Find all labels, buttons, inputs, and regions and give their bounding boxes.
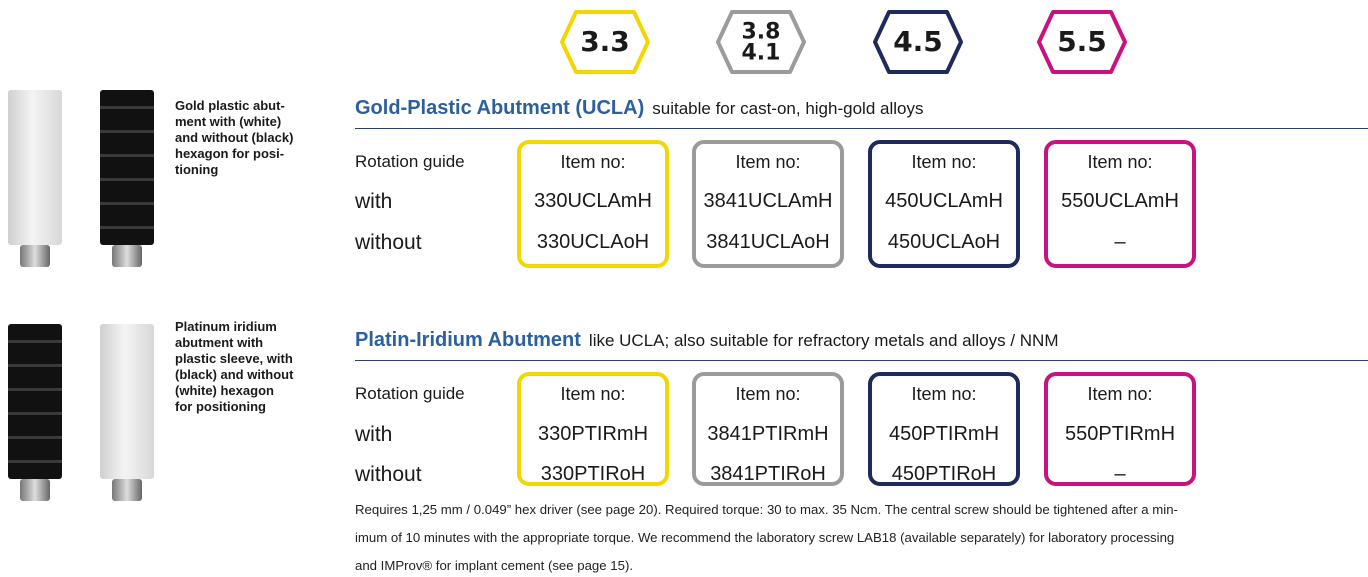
product-image-base [20,245,50,267]
item-cell: 330UCLAmH [517,190,669,213]
product-description: for positioning [175,399,266,415]
product-description: and without (black) [175,130,293,146]
section-heading: Platin-Iridium Abutment like UCLA; also s… [355,329,1058,352]
item-cell: Item no: [1044,152,1196,173]
product-image [100,90,154,245]
item-cell: Item no: [692,152,844,173]
item-cell: Item no: [692,384,844,405]
product-description: Gold plastic abut- [175,98,285,114]
item-cell: 450UCLAoH [868,231,1020,254]
product-image-base [112,479,142,501]
item-cell: 3841UCLAoH [692,231,844,254]
item-cell: Item no: [517,384,669,405]
item-cell: Item no: [517,152,669,173]
section-title: Platin-Iridium Abutment [355,329,581,351]
row-label: with [355,190,392,214]
product-image [8,324,62,479]
product-image-base [20,479,50,501]
item-cell: 550UCLAmH [1044,190,1196,213]
diameter-label: 5.5 [1057,25,1107,58]
product-image-base [112,245,142,267]
item-cell: 3841PTIRmH [692,423,844,446]
item-cell: 3841PTIRoH [692,463,844,486]
product-description: hexagon for posi- [175,146,284,162]
page: 3.33.84.14.55.5 Gold plastic abut-ment w… [0,0,1368,577]
product-description: (black) and without [175,367,293,383]
product-image [8,90,62,245]
item-cell: Item no: [868,384,1020,405]
section-heading: Gold-Plastic Abutment (UCLA) suitable for… [355,97,923,120]
section-rule [355,360,1368,361]
diameter-label: 4.5 [893,25,943,58]
footer-text: imum of 10 minutes with the appropriate … [355,524,1174,552]
product-description: (white) hexagon [175,383,274,399]
product-description: plastic sleeve, with [175,351,293,367]
product-description: abutment with [175,335,263,351]
product-image [100,324,154,479]
row-label: with [355,423,392,447]
section-subtitle: like UCLA; also suitable for refractory … [589,331,1059,350]
product-description: ment with (white) [175,114,281,130]
product-description: Platinum iridium [175,319,277,335]
diameter-label: 3.3 [580,25,630,58]
item-cell: 450UCLAmH [868,190,1020,213]
product-description: tioning [175,162,218,178]
footer-text: and IMProv® for implant cement (see page… [355,552,633,577]
item-cell: – [1044,463,1196,486]
item-cell: Item no: [868,152,1020,173]
section-subtitle: suitable for cast-on, high-gold alloys [652,99,923,118]
item-cell: 450PTIRmH [868,423,1020,446]
row-label: Rotation guide [355,384,465,404]
item-cell: 330PTIRmH [517,423,669,446]
diameter-label: 4.1 [742,41,781,66]
item-cell: 550PTIRmH [1044,423,1196,446]
row-label: without [355,463,422,487]
item-cell: 450PTIRoH [868,463,1020,486]
item-cell: 330UCLAoH [517,231,669,254]
item-cell: 330PTIRoH [517,463,669,486]
item-cell: 3841UCLAmH [692,190,844,213]
row-label: without [355,231,422,255]
section-title: Gold-Plastic Abutment (UCLA) [355,97,644,119]
section-rule [355,128,1368,129]
row-label: Rotation guide [355,152,465,172]
item-cell: Item no: [1044,384,1196,405]
footer-text: Requires 1,25 mm / 0.049” hex driver (se… [355,496,1178,524]
item-cell: – [1044,231,1196,254]
